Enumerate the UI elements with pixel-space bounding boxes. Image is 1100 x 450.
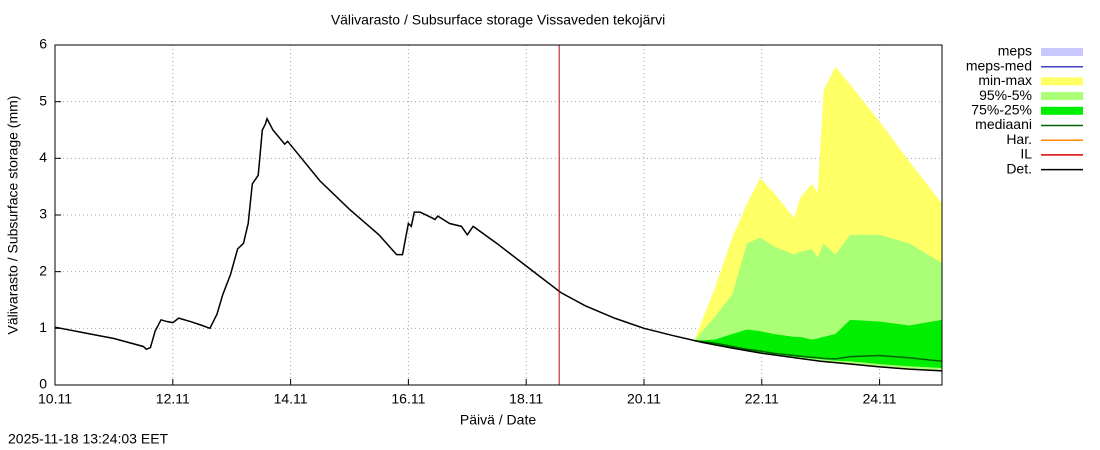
legend-label: IL — [1020, 146, 1032, 162]
legend-label: mediaani — [975, 116, 1032, 132]
legend-label: 75%-25% — [971, 102, 1032, 118]
legend-label: min-max — [978, 72, 1032, 88]
legend-label: Det. — [1006, 160, 1032, 176]
x-axis-label: Päivä / Date — [460, 412, 536, 428]
x-tick-label: 12.11 — [156, 391, 190, 407]
y-tick-label: 1 — [39, 319, 47, 335]
legend-label: 95%-5% — [979, 87, 1032, 103]
legend-swatch — [1041, 77, 1083, 86]
y-tick-label: 0 — [39, 376, 47, 392]
legend-swatch — [1041, 92, 1083, 101]
legend-swatch — [1041, 106, 1083, 115]
y-tick-label: 5 — [39, 92, 47, 108]
y-tick-label: 2 — [39, 262, 47, 278]
y-tick-label: 3 — [39, 206, 47, 222]
y-axis-label: Välivarasto / Subsurface storage (mm) — [5, 96, 21, 335]
x-tick-label: 18.11 — [509, 391, 543, 407]
x-tick-label: 20.11 — [627, 391, 661, 407]
legend-label: Har. — [1006, 131, 1032, 147]
line — [54, 116, 943, 372]
y-tick-label: 6 — [39, 36, 47, 52]
x-tick-label: 10.11 — [38, 391, 72, 407]
timestamp: 2025-11-18 13:24:03 EET — [8, 431, 169, 447]
x-tick-label: 14.11 — [274, 391, 308, 407]
line — [693, 340, 943, 362]
chart-title: Välivarasto / Subsurface storage Vissave… — [331, 12, 665, 28]
x-tick-label: 22.11 — [745, 391, 779, 407]
legend-label: meps — [998, 43, 1032, 59]
plot-frame — [54, 44, 943, 386]
legend-swatch — [1041, 48, 1083, 56]
x-tick-label: 16.11 — [391, 391, 425, 407]
y-tick-label: 4 — [39, 149, 47, 165]
x-tick-label: 24.11 — [863, 391, 897, 407]
legend-label: meps-med — [966, 57, 1032, 73]
